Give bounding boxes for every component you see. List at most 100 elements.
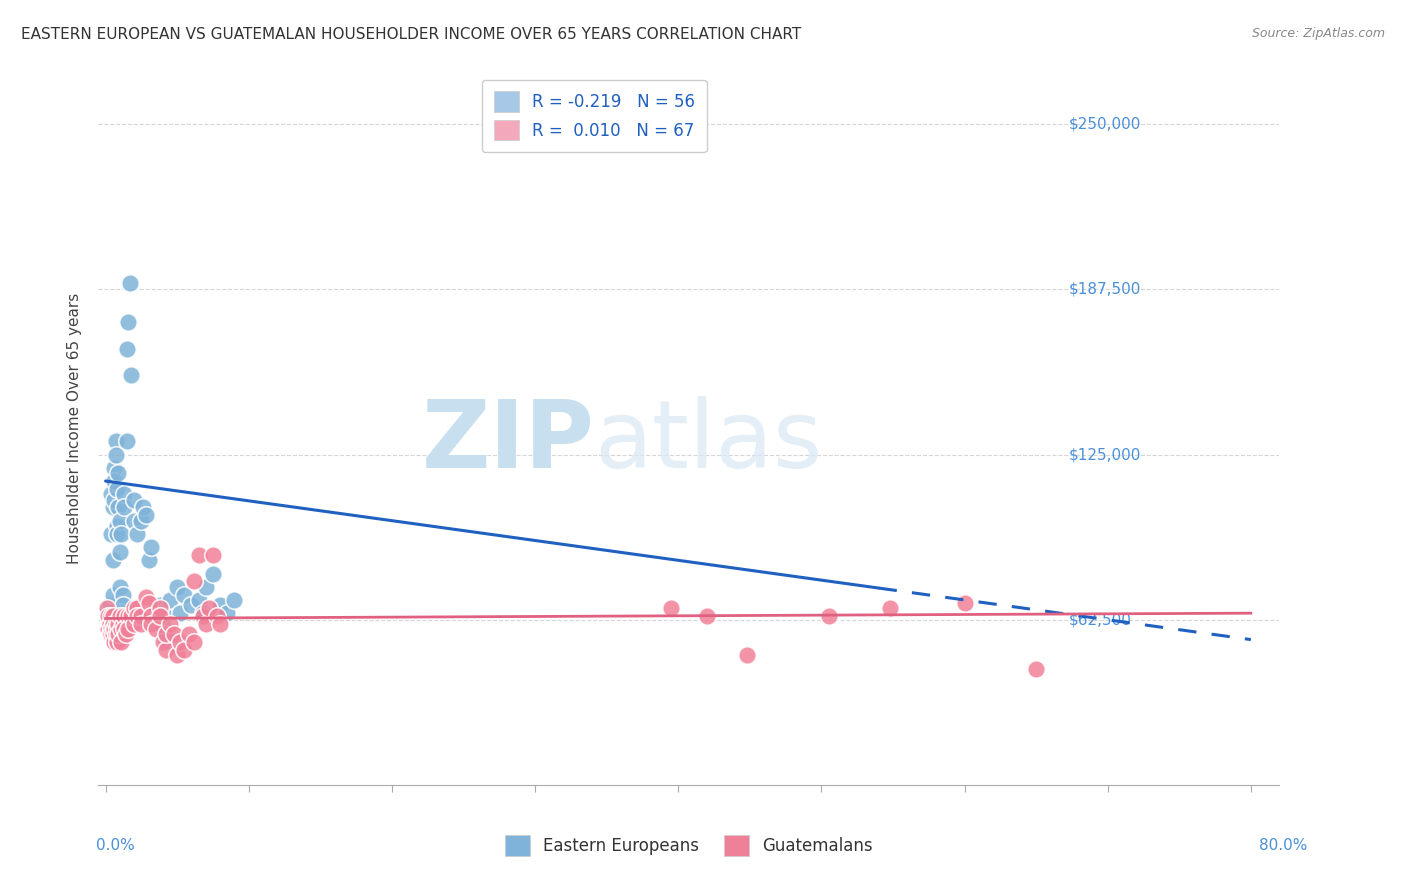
Point [110, 606, 132, 620]
Point [103, 474, 125, 488]
Point [135, 591, 157, 605]
Text: ZIP: ZIP [422, 396, 595, 489]
Point [107, 466, 129, 480]
Point [108, 608, 131, 623]
Point [696, 608, 718, 623]
Point [105, 622, 128, 636]
Point [104, 616, 127, 631]
Point [112, 608, 135, 623]
Point [149, 600, 172, 615]
Point [125, 600, 148, 615]
Point [217, 606, 239, 620]
Text: Source: ZipAtlas.com: Source: ZipAtlas.com [1251, 27, 1385, 40]
Point [183, 574, 205, 589]
Point [141, 616, 163, 631]
Point [817, 608, 839, 623]
Point [115, 342, 138, 356]
Point [97, 606, 120, 620]
Text: $125,000: $125,000 [1069, 447, 1142, 462]
Point [131, 514, 153, 528]
Point [155, 632, 177, 647]
Text: atlas: atlas [595, 396, 823, 489]
Point [173, 643, 195, 657]
Point [138, 553, 160, 567]
Point [122, 514, 145, 528]
Legend: Eastern Europeans, Guatemalans: Eastern Europeans, Guatemalans [498, 829, 880, 863]
Point [152, 619, 174, 633]
Point [111, 588, 134, 602]
Text: 0.0%: 0.0% [96, 838, 135, 854]
Point [112, 622, 135, 636]
Point [145, 622, 167, 636]
Point [209, 599, 232, 613]
Point [110, 622, 132, 636]
Point [159, 593, 181, 607]
Point [141, 540, 163, 554]
Point [201, 566, 224, 581]
Point [105, 527, 128, 541]
Point [103, 460, 125, 475]
Point [152, 606, 174, 620]
Point [953, 596, 976, 610]
Point [108, 580, 131, 594]
Text: $62,500: $62,500 [1069, 612, 1132, 627]
Point [101, 616, 124, 631]
Point [101, 608, 124, 623]
Point [100, 487, 122, 501]
Point [180, 599, 202, 613]
Point [149, 599, 172, 613]
Point [191, 606, 214, 620]
Point [197, 600, 219, 615]
Point [115, 434, 138, 449]
Point [224, 593, 246, 607]
Point [201, 548, 224, 562]
Point [108, 545, 131, 559]
Point [110, 635, 132, 649]
Point [155, 627, 177, 641]
Point [98, 627, 121, 641]
Point [112, 500, 135, 515]
Point [125, 608, 148, 623]
Point [207, 608, 229, 623]
Point [141, 608, 163, 623]
Point [145, 606, 167, 620]
Point [101, 500, 124, 515]
Point [1025, 662, 1047, 676]
Point [111, 599, 134, 613]
Point [105, 519, 128, 533]
Point [194, 580, 217, 594]
Point [105, 482, 128, 496]
Point [104, 448, 127, 462]
Point [177, 627, 200, 641]
Point [187, 593, 209, 607]
Point [166, 648, 188, 663]
Point [103, 622, 125, 636]
Point [100, 622, 122, 636]
Point [103, 492, 125, 507]
Point [120, 368, 142, 383]
Point [138, 596, 160, 610]
Point [659, 600, 682, 615]
Point [104, 434, 127, 449]
Point [155, 643, 177, 657]
Point [111, 616, 134, 631]
Point [173, 588, 195, 602]
Point [114, 627, 136, 641]
Point [105, 635, 128, 649]
Text: 80.0%: 80.0% [1260, 838, 1308, 854]
Point [169, 635, 191, 649]
Text: $187,500: $187,500 [1069, 282, 1142, 297]
Point [97, 608, 120, 623]
Point [117, 315, 139, 329]
Point [101, 588, 124, 602]
Point [100, 627, 122, 641]
Point [131, 616, 153, 631]
Point [131, 608, 153, 623]
Point [117, 622, 139, 636]
Point [149, 608, 172, 623]
Point [107, 500, 129, 515]
Point [96, 600, 118, 615]
Text: EASTERN EUROPEAN VS GUATEMALAN HOUSEHOLDER INCOME OVER 65 YEARS CORRELATION CHAR: EASTERN EUROPEAN VS GUATEMALAN HOUSEHOLD… [21, 27, 801, 42]
Point [183, 635, 205, 649]
Point [125, 527, 148, 541]
